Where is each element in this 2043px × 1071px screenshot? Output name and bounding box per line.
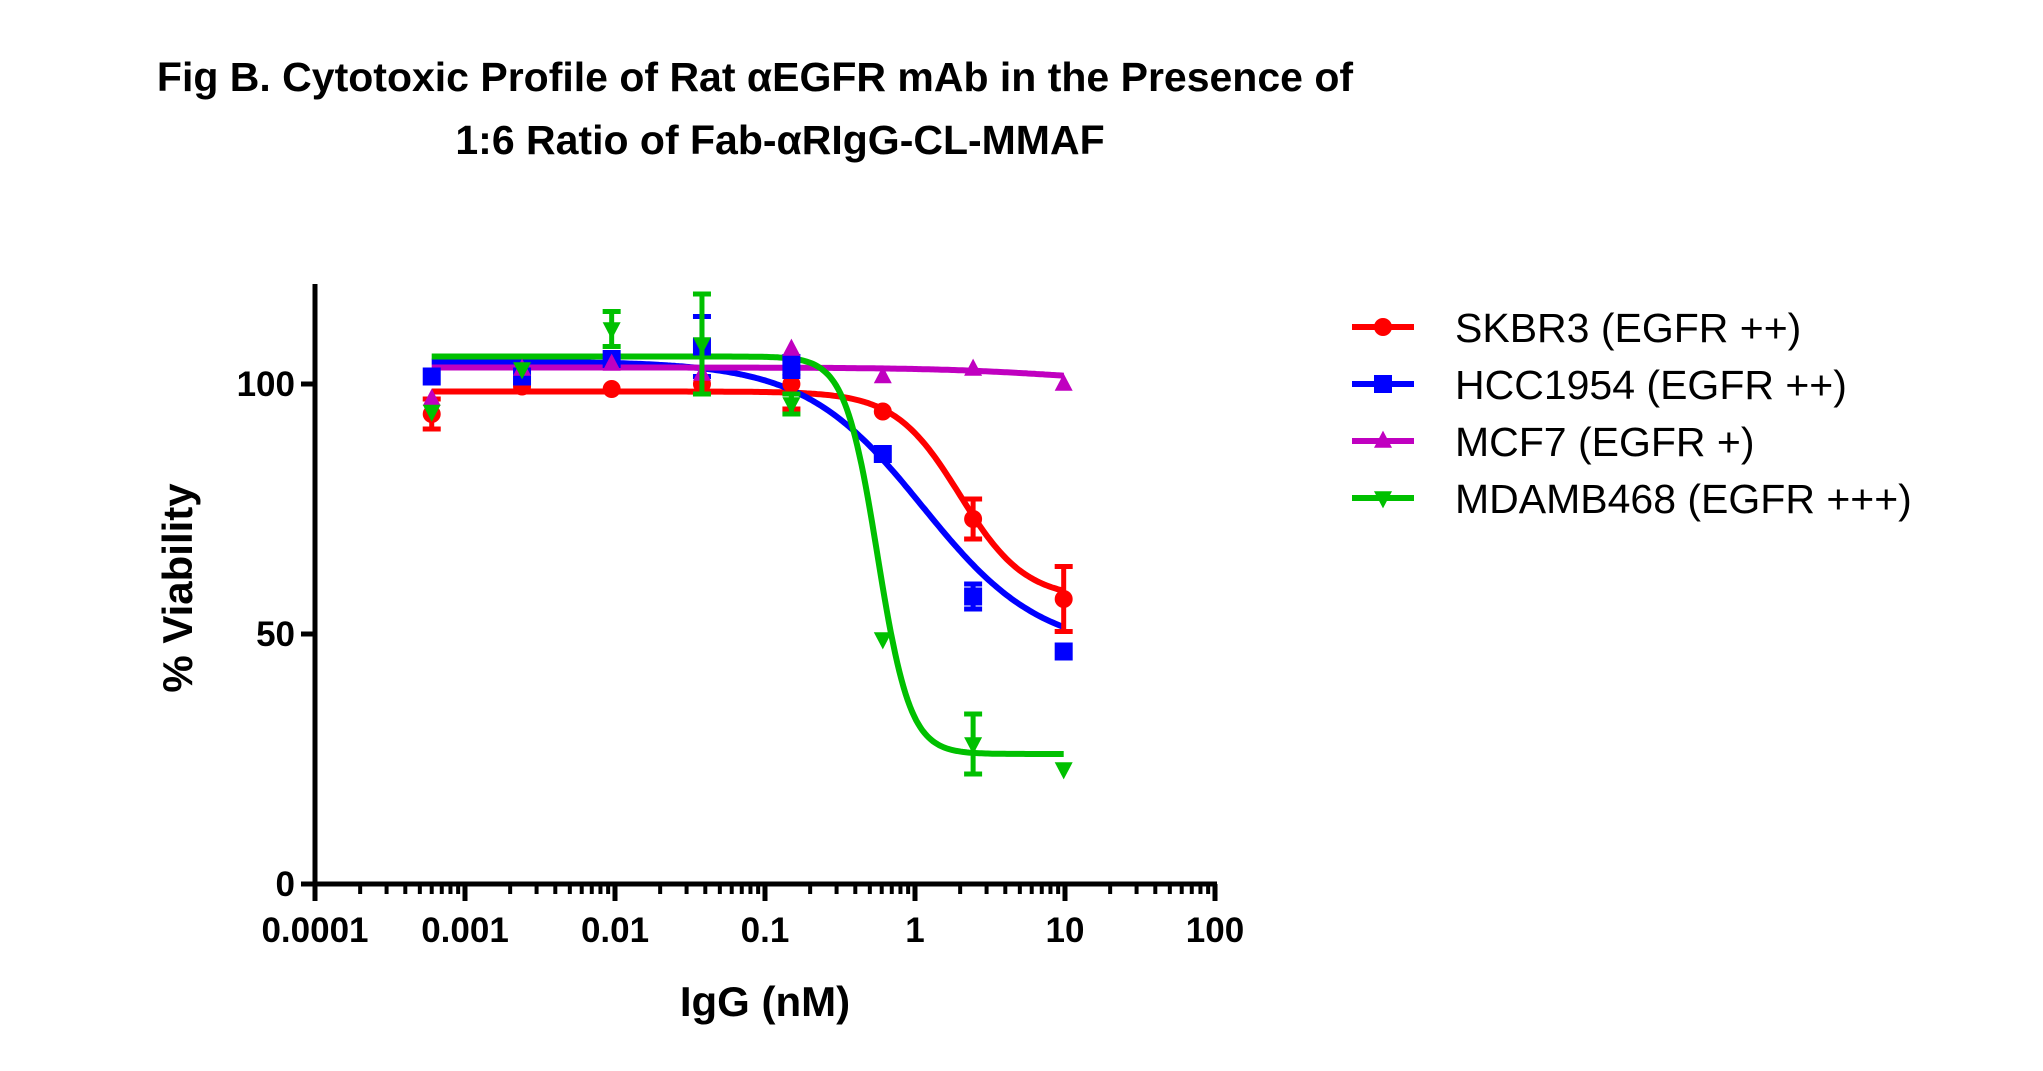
data-point [964, 358, 983, 376]
legend-marker [1374, 375, 1392, 393]
data-point [422, 367, 441, 386]
data-point [964, 737, 983, 755]
data-point [873, 366, 892, 384]
data-point [782, 375, 801, 393]
data-point [1054, 642, 1073, 661]
axes: 0 50 100 0.0001 0.001 0.01 0.1 1 10 100 [237, 284, 1244, 950]
fit-curve-hcc1954 [431, 358, 1065, 630]
legend-label: HCC1954 (EGFR ++) [1455, 362, 1847, 408]
data-point [1054, 590, 1073, 608]
x-tick-label: 0.001 [421, 911, 509, 950]
data-point [964, 510, 983, 528]
x-tick-label: 100 [1186, 911, 1244, 950]
legend: SKBR3 (EGFR ++) HCC1954 (EGFR ++) MCF7 (EG… [1352, 305, 1912, 522]
legend-item: HCC1954 (EGFR ++) [1352, 362, 1847, 408]
data-point [422, 388, 441, 406]
data-point [964, 587, 983, 606]
data-point [1054, 762, 1073, 780]
legend-marker [1374, 430, 1392, 448]
chart-title-line-2: 1:6 Ratio of Fab-αRIgG-CL-MMAF [455, 117, 1105, 163]
fit-curve-skbr3 [431, 388, 1065, 594]
chart-title-line-1: Fig B. Cytotoxic Profile of Rat αEGFR mA… [156, 54, 1354, 100]
x-tick-label: 0.0001 [261, 911, 368, 950]
legend-item: MCF7 (EGFR +) [1352, 419, 1755, 465]
data-point [873, 445, 892, 463]
data-points [422, 291, 1073, 780]
fit-curve-mcf7 [431, 364, 1064, 379]
x-tick-label: 0.01 [581, 911, 649, 950]
data-point [602, 353, 621, 371]
legend-label: SKBR3 (EGFR ++) [1455, 305, 1801, 351]
x-tick-label: 1 [905, 911, 924, 950]
data-point [422, 404, 441, 422]
y-axis-title: % Viability [154, 483, 201, 693]
data-point [602, 380, 621, 398]
data-point [782, 338, 801, 356]
data-point [873, 402, 892, 421]
series-mdamb468 [422, 291, 1073, 780]
legend-label: MDAMB468 (EGFR +++) [1455, 476, 1912, 522]
data-point [1054, 373, 1073, 391]
legend-label: MCF7 (EGFR +) [1455, 419, 1755, 465]
y-tick-label: 0 [276, 865, 295, 904]
x-axis-title: IgG (nM) [680, 978, 850, 1025]
legend-marker [1374, 491, 1392, 509]
data-point [873, 632, 892, 650]
data-point [602, 322, 621, 340]
data-point [692, 337, 711, 355]
y-tick-label: 50 [256, 615, 295, 654]
fit-curves [431, 353, 1065, 757]
series-mcf7 [422, 338, 1073, 406]
legend-item: MDAMB468 (EGFR +++) [1352, 476, 1912, 522]
y-tick-label: 100 [237, 365, 295, 404]
legend-item: SKBR3 (EGFR ++) [1352, 305, 1801, 351]
data-point [782, 397, 801, 415]
data-point [782, 357, 801, 376]
x-tick-label: 0.1 [741, 911, 790, 950]
legend-marker [1374, 318, 1392, 336]
fit-curve-mdamb468 [431, 353, 1064, 757]
x-tick-label: 10 [1046, 911, 1085, 950]
data-point [513, 362, 532, 380]
